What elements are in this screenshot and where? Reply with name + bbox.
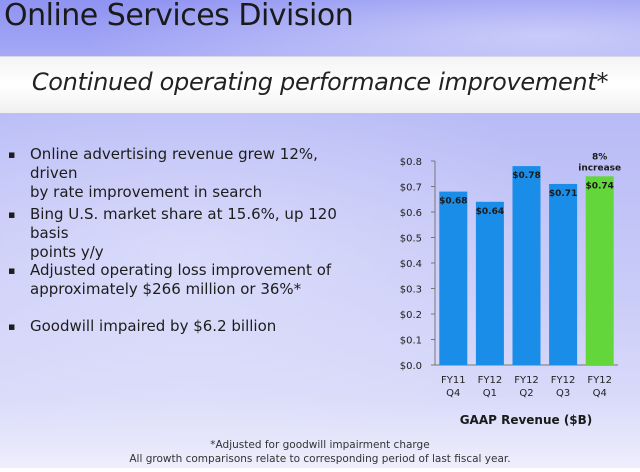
bullet-marker-icon: ▪ xyxy=(8,148,16,161)
bullet-marker-icon: ▪ xyxy=(8,320,16,333)
bullet-line: Bing U.S. market share at 15.6%, up 120 … xyxy=(30,205,337,242)
bullet-text: Goodwill impaired by $6.2 billion xyxy=(30,317,360,336)
bullet-line: Adjusted operating loss improvement of xyxy=(30,261,332,279)
subtitle-bar xyxy=(0,56,640,114)
bullet-line: points y/y xyxy=(30,243,104,261)
footnote-adjusted: *Adjusted for goodwill impairment charge xyxy=(210,439,430,451)
slide-subtitle: Continued operating performance improvem… xyxy=(31,68,609,96)
bullet-marker-icon: ▪ xyxy=(8,208,16,221)
bullet-marker-icon: ▪ xyxy=(8,264,16,277)
bullet-line: Online advertising revenue grew 12%, dri… xyxy=(30,145,318,182)
bullet-line: Goodwill impaired by $6.2 billion xyxy=(30,317,277,335)
slide-title: Online Services Division xyxy=(4,0,354,33)
bullet-text: Adjusted operating loss improvement of a… xyxy=(30,261,360,299)
bullet-line: approximately $266 million or 36%* xyxy=(30,280,302,298)
bullet-text: Bing U.S. market share at 15.6%, up 120 … xyxy=(30,205,360,262)
bullet-line: by rate improvement in search xyxy=(30,183,263,201)
footnote-growth: All growth comparisons relate to corresp… xyxy=(129,453,511,465)
bullet-text: Online advertising revenue grew 12%, dri… xyxy=(30,145,360,202)
